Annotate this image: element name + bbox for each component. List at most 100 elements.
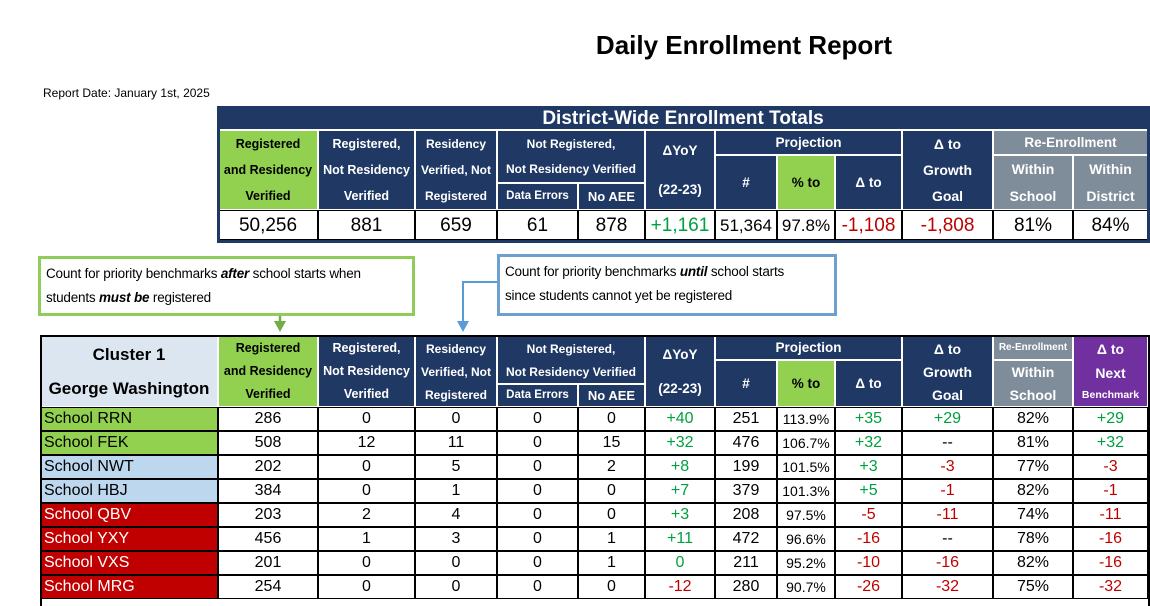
- school-value: +8: [645, 455, 715, 479]
- cell-text: Re-Enrollment: [998, 342, 1068, 353]
- school-value: -3: [902, 455, 993, 479]
- cell-text: Δ to: [855, 174, 882, 190]
- school-value: 0: [318, 407, 415, 431]
- cell-text: -1,808: [920, 214, 975, 236]
- school-value: +35: [835, 407, 902, 431]
- school-value: +7: [645, 479, 715, 503]
- cell-text: 0: [451, 554, 461, 571]
- cell-text: Projection: [775, 340, 842, 356]
- cell-text: Not Residency: [323, 364, 410, 379]
- cell-text: Not Registered,: [526, 136, 616, 151]
- school-value: +3: [835, 455, 902, 479]
- header-cell: Residency Verified, Not Registered: [415, 130, 497, 210]
- school-value: -32: [1073, 575, 1148, 599]
- school-value: 208: [715, 503, 777, 527]
- school-value: 2: [578, 455, 645, 479]
- cell-text: Verified: [245, 387, 291, 402]
- header-cell: ΔYoY (22-23): [645, 336, 715, 407]
- district-value: 51,364: [715, 210, 777, 240]
- school-name: School NWT: [40, 455, 218, 479]
- cell-text: 199: [732, 458, 760, 475]
- school-value: 199: [715, 455, 777, 479]
- school-value: 508: [218, 431, 318, 455]
- cell-text: 1: [607, 554, 616, 571]
- callout-line: students must be registered: [46, 286, 407, 310]
- cell-text: 0: [533, 434, 542, 451]
- cell-text: 74%: [1016, 506, 1050, 523]
- cell-text: Data Errors: [506, 189, 569, 202]
- header-cell: Δ to Growth Goal: [902, 336, 993, 407]
- school-value: 203: [218, 503, 318, 527]
- cell-text: Registered,: [332, 136, 401, 151]
- cell-text: 4: [451, 506, 461, 523]
- school-value: 5: [415, 455, 497, 479]
- cell-text: School HBJ: [44, 482, 128, 499]
- cell-text: Registered: [235, 341, 301, 356]
- cell-text: 211: [733, 554, 759, 571]
- cell-text: Next: [1095, 365, 1126, 382]
- header-cell: Cluster 1 George Washington: [40, 336, 218, 407]
- district-value: 61: [497, 210, 578, 240]
- district-value: -1,108: [835, 210, 902, 240]
- cell-text: 1: [362, 530, 371, 547]
- school-value: 1: [578, 527, 645, 551]
- cell-text: -1,108: [841, 214, 896, 236]
- cell-text: 508: [254, 434, 282, 451]
- cell-text: +40: [666, 410, 694, 427]
- school-value: 0: [415, 407, 497, 431]
- cell-text: 97.5%: [786, 507, 826, 523]
- district-value: 84%: [1073, 210, 1148, 240]
- school-value: 1: [318, 527, 415, 551]
- school-value: 82%: [993, 407, 1073, 431]
- callout-line: Count for priority benchmarks after scho…: [46, 262, 407, 286]
- school-value: +40: [645, 407, 715, 431]
- cell-text: No AEE: [587, 388, 636, 403]
- callout-text: registered: [149, 290, 211, 305]
- callout-text: must be: [99, 290, 150, 305]
- cell-text: Verified: [245, 188, 291, 203]
- school-value: 101.3%: [777, 479, 835, 503]
- cell-text: 95.2%: [786, 555, 826, 571]
- cell-text: 280: [732, 578, 760, 595]
- school-value: 0: [318, 551, 415, 575]
- district-value: 50,256: [218, 210, 318, 240]
- school-value: 201: [218, 551, 318, 575]
- cell-text: 0: [607, 410, 616, 427]
- school-value: 97.5%: [777, 503, 835, 527]
- cell-text: 15: [602, 434, 621, 451]
- cell-text: +7: [670, 482, 690, 499]
- callout-text: Count for priority benchmarks: [505, 264, 680, 279]
- cell-text: % to: [791, 174, 821, 190]
- cell-text: 0: [451, 410, 461, 427]
- school-name: School RRN: [40, 407, 218, 431]
- cell-text: Benchmark: [1081, 389, 1140, 402]
- green-arrow-head: [274, 321, 286, 332]
- cell-text: +29: [933, 410, 962, 427]
- cell-text: Re-Enrollment: [1024, 134, 1117, 150]
- cell-text: #: [742, 174, 750, 190]
- cell-text: Not Residency Verified: [505, 364, 637, 379]
- cell-text: (22-23): [658, 381, 702, 396]
- cell-text: 456: [254, 530, 282, 547]
- school-value: 2: [318, 503, 415, 527]
- cell-text: -32: [1098, 578, 1123, 595]
- school-value: 81%: [993, 431, 1073, 455]
- cell-text: No AEE: [587, 189, 636, 204]
- cell-text: 0: [533, 506, 542, 523]
- header-cell: Δ to: [835, 155, 902, 210]
- header-cell: Δ to Growth Goal: [902, 130, 993, 210]
- school-value: 15: [578, 431, 645, 455]
- cell-text: 106.7%: [782, 435, 830, 451]
- cell-text: School NWT: [44, 458, 134, 475]
- school-value: 202: [218, 455, 318, 479]
- school-value: +29: [1073, 407, 1148, 431]
- cell-text: --: [942, 530, 953, 547]
- cell-text: 82%: [1016, 554, 1050, 571]
- cell-text: 0: [607, 506, 616, 523]
- cell-text: Verified: [343, 387, 390, 402]
- cell-text: Goal: [931, 386, 964, 403]
- school-value: 75%: [993, 575, 1073, 599]
- school-value: 3: [415, 527, 497, 551]
- cell-text: +1,161: [650, 214, 710, 236]
